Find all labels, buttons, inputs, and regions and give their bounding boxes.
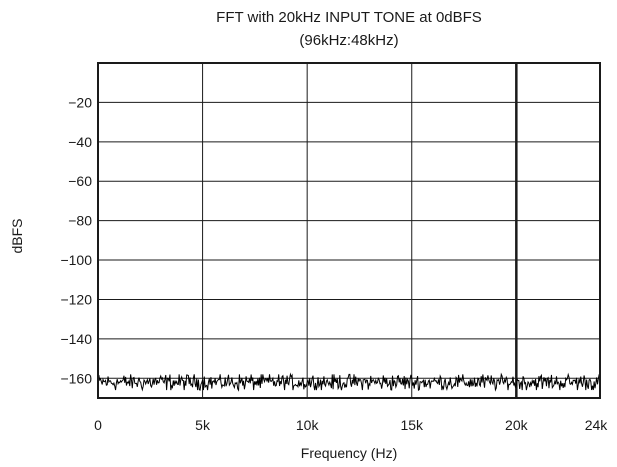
y-tick-label-3: −80: [68, 213, 92, 229]
x-tick-label-3: 15k: [400, 417, 424, 433]
noise-floor-trace-0: [97, 372, 601, 392]
y-axis-ticks: −20 −40 −60 −80 −100 −120 −140 −160: [60, 94, 92, 386]
x-tick-label-0: 0: [94, 417, 102, 433]
y-tick-label-1: −40: [68, 134, 92, 150]
x-axis-label: Frequency (Hz): [301, 445, 397, 461]
x-tick-label-2: 10k: [296, 417, 320, 433]
y-axis-label: dBFS: [9, 218, 25, 253]
grid-layer: [98, 63, 600, 398]
plot-frame: [97, 62, 601, 399]
y-tick-label-4: −100: [60, 252, 92, 268]
chart-title: FFT with 20kHz INPUT TONE at 0dBFS: [216, 9, 482, 26]
trace-layer: [97, 372, 601, 392]
y-tick-label-2: −60: [68, 173, 92, 189]
x-tick-label-5: 24k: [585, 417, 609, 433]
x-tick-label-1: 5k: [195, 417, 211, 433]
chart-subtitle: (96kHz:48kHz): [299, 32, 398, 49]
y-tick-label-0: −20: [68, 94, 92, 110]
x-axis-ticks: 0 5k 10k 15k 20k 24k: [94, 417, 608, 433]
y-tick-label-5: −120: [60, 291, 92, 307]
y-tick-label-6: −140: [60, 331, 92, 347]
x-tick-label-4: 20k: [505, 417, 529, 433]
y-tick-label-7: −160: [60, 370, 92, 386]
